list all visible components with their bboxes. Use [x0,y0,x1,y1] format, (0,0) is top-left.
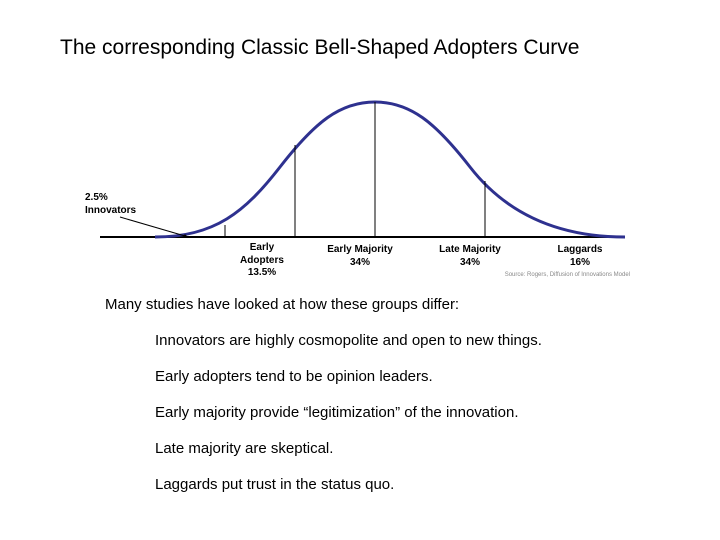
bell-curve-svg [85,92,630,267]
intro-text: Many studies have looked at how these gr… [105,296,459,314]
label-early-majority: Early Majority 34% [305,244,415,269]
label-laggards: Laggards 16% [535,244,625,269]
bell-curve-path [155,102,625,237]
label-early-adopters: Early Adopters 13.5% [217,242,307,280]
label-innovators-name: Innovators [85,205,155,218]
page-title: The corresponding Classic Bell-Shaped Ad… [60,36,579,60]
bell-curve-chart: 2.5% Innovators Early Adopters 13.5% Ear… [85,92,630,267]
label-late-majority: Late Majority 34% [415,244,525,269]
bullet-late-majority: Late majority are skeptical. [155,440,333,458]
source-note: Source: Rogers, Diffusion of Innovations… [505,272,630,278]
innovators-pointer-dot [184,235,187,238]
bullet-laggards: Laggards put trust in the status quo. [155,476,394,494]
bullet-early-majority: Early majority provide “legitimization” … [155,404,519,422]
label-innovators: 2.5% Innovators [85,192,155,217]
bullet-early-adopters: Early adopters tend to be opinion leader… [155,368,433,386]
label-innovators-pct: 2.5% [85,192,155,205]
bullet-innovators: Innovators are highly cosmopolite and op… [155,332,542,350]
innovators-pointer [120,217,185,236]
